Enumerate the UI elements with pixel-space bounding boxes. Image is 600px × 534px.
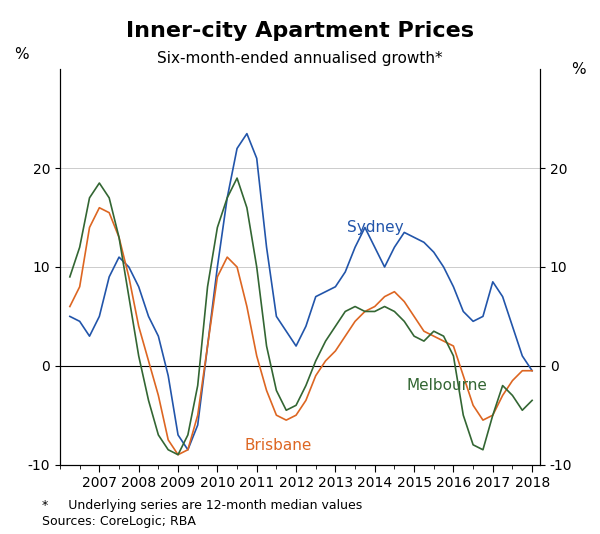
Y-axis label: %: % — [571, 61, 586, 76]
Text: Six-month-ended annualised growth*: Six-month-ended annualised growth* — [157, 51, 443, 66]
Text: Inner-city Apartment Prices: Inner-city Apartment Prices — [126, 21, 474, 41]
Text: Sydney: Sydney — [347, 221, 404, 235]
Text: Brisbane: Brisbane — [245, 438, 312, 453]
Text: Sources: CoreLogic; RBA: Sources: CoreLogic; RBA — [42, 515, 196, 528]
Text: Melbourne: Melbourne — [406, 379, 487, 394]
Text: *     Underlying series are 12-month median values: * Underlying series are 12-month median … — [42, 499, 362, 512]
Y-axis label: %: % — [14, 46, 29, 61]
